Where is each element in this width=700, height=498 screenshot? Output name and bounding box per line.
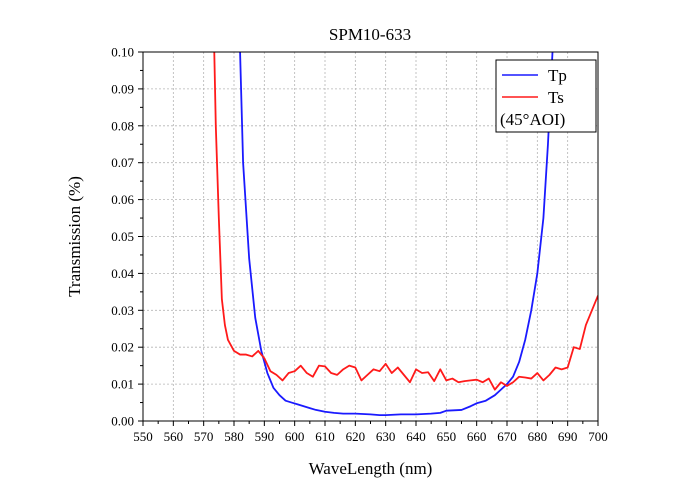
x-tick-label: 670 xyxy=(497,429,517,444)
x-tick-label: 700 xyxy=(588,429,608,444)
x-tick-label: 610 xyxy=(315,429,335,444)
y-tick-label: 0.08 xyxy=(111,118,134,133)
y-tick-label: 0.04 xyxy=(111,266,134,281)
x-tick-label: 620 xyxy=(346,429,366,444)
x-tick-label: 550 xyxy=(133,429,153,444)
chart-title: SPM10-633 xyxy=(329,25,411,44)
x-tick-label: 580 xyxy=(224,429,244,444)
y-tick-label: 0.06 xyxy=(111,192,134,207)
series-line-ts xyxy=(213,52,598,391)
y-tick-label: 0.01 xyxy=(111,377,134,392)
legend-label-ts: Ts xyxy=(548,88,564,107)
legend: Tp Ts (45°AOI) xyxy=(495,59,597,133)
x-tick-label: 560 xyxy=(164,429,184,444)
y-tick-label: 0.02 xyxy=(111,340,134,355)
y-tick-label: 0.03 xyxy=(111,303,134,318)
x-tick-label: 630 xyxy=(376,429,396,444)
y-tick-label: 0.09 xyxy=(111,81,134,96)
y-tick-label: 0.00 xyxy=(111,414,134,429)
y-tick-label: 0.07 xyxy=(111,155,134,170)
y-axis-title: Transmission (%) xyxy=(65,176,84,297)
series-line-tp xyxy=(239,52,554,416)
legend-box xyxy=(495,59,597,133)
x-tick-label: 690 xyxy=(558,429,578,444)
x-tick-label: 650 xyxy=(437,429,457,444)
axis-ticks: 550 560 570 580 590 600 610 620 630 640 650 660 670 6… xyxy=(111,45,608,445)
x-tick-label: 590 xyxy=(255,429,275,444)
grid xyxy=(143,52,598,421)
x-tick-label: 660 xyxy=(467,429,487,444)
y-tick-label: 0.05 xyxy=(111,229,134,244)
x-tick-label: 570 xyxy=(194,429,214,444)
x-tick-label: 640 xyxy=(406,429,426,444)
x-axis-title: WaveLength (nm) xyxy=(309,459,433,478)
plot-area xyxy=(213,52,598,416)
x-tick-label: 600 xyxy=(285,429,305,444)
x-tick-label: 680 xyxy=(528,429,548,444)
y-tick-label: 0.10 xyxy=(111,45,134,60)
legend-note: (45°AOI) xyxy=(500,110,565,129)
legend-label-tp: Tp xyxy=(548,66,567,85)
